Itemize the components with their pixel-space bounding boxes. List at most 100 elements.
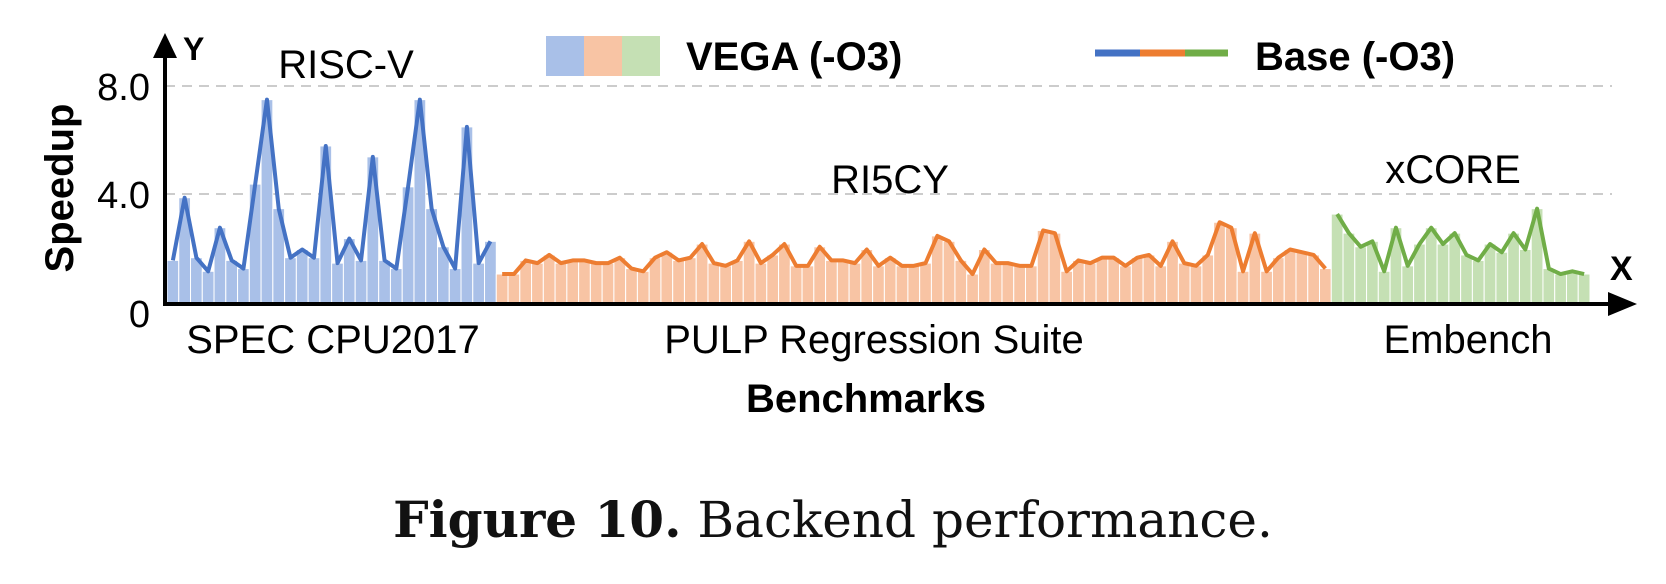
- y-axis-label: Speedup: [38, 104, 82, 273]
- bar-pulp-20: [731, 259, 744, 305]
- bar-pulp-18: [707, 262, 721, 305]
- bar-embench-21: [1577, 273, 1591, 305]
- x-axis-arrow: [1608, 292, 1637, 316]
- bar-pulp-1: [507, 273, 521, 305]
- bar-spec-18: [378, 259, 391, 305]
- bar-pulp-65: [1260, 270, 1273, 305]
- bar-embench-9: [1436, 243, 1450, 305]
- bar-pulp-52: [1107, 257, 1121, 305]
- bar-spec-14: [331, 262, 344, 305]
- lines-layer: [170, 97, 1585, 277]
- bar-spec-12: [307, 257, 321, 305]
- bar-pulp-53: [1119, 265, 1132, 305]
- bar-pulp-50: [1083, 262, 1097, 305]
- legend: VEGA (-O3) Base (-O3): [546, 35, 1455, 79]
- legend-line-label: Base (-O3): [1255, 35, 1455, 79]
- bar-pulp-4: [542, 254, 556, 305]
- line-spec: [170, 97, 493, 274]
- suite-label-embench: Embench: [1384, 318, 1553, 362]
- y-axis-arrow: [153, 33, 177, 58]
- bar-pulp-25: [789, 265, 803, 305]
- bar-embench-20: [1565, 270, 1579, 305]
- bar-pulp-33: [883, 257, 897, 305]
- bar-pulp-29: [836, 259, 850, 305]
- bar-pulp-51: [1095, 257, 1109, 305]
- y-tick-0: 0: [129, 294, 150, 336]
- bar-pulp-8: [589, 262, 603, 305]
- bar-pulp-19: [719, 265, 732, 305]
- bar-embench-16: [1518, 249, 1532, 305]
- bars-layer: [166, 99, 1591, 305]
- line-embench: [1335, 206, 1585, 277]
- bar-pulp-55: [1142, 254, 1156, 305]
- legend-swatch-spec: [546, 36, 584, 76]
- bar-pulp-3: [531, 262, 544, 305]
- bar-embench-12: [1471, 259, 1485, 305]
- target-label-riscv: RISC-V: [278, 43, 414, 87]
- bar-pulp-45: [1025, 265, 1038, 305]
- bar-embench-4: [1377, 270, 1391, 305]
- speedup-chart: VEGA (-O3) Base (-O3) Y X 8.0 4.0 0 Spee…: [38, 31, 1637, 421]
- bar-embench-15: [1507, 232, 1520, 305]
- bar-pulp-58: [1177, 262, 1191, 305]
- bar-pulp-42: [989, 262, 1003, 305]
- bar-embench-11: [1460, 254, 1473, 305]
- bar-spec-0: [166, 259, 180, 305]
- suite-label-pulp: PULP Regression Suite: [664, 318, 1084, 362]
- bar-embench-6: [1401, 265, 1415, 305]
- bar-pulp-7: [578, 259, 591, 305]
- bar-embench-14: [1495, 251, 1509, 305]
- bar-pulp-15: [672, 259, 685, 305]
- bar-pulp-26: [801, 265, 815, 305]
- bar-pulp-40: [966, 273, 979, 305]
- bar-pulp-22: [754, 262, 768, 305]
- bar-pulp-34: [895, 265, 909, 305]
- bar-pulp-43: [1001, 262, 1015, 305]
- bar-pulp-30: [848, 262, 862, 305]
- bar-pulp-36: [919, 262, 932, 305]
- caption-text: Backend performance.: [681, 491, 1273, 549]
- legend-swatch-emb: [622, 36, 660, 76]
- x-axis-letter: X: [1610, 250, 1633, 288]
- bar-pulp-12: [636, 270, 650, 305]
- bar-pulp-0: [495, 273, 509, 305]
- bar-pulp-9: [601, 262, 615, 305]
- bar-pulp-23: [766, 254, 780, 305]
- bar-embench-1: [1342, 232, 1356, 305]
- bar-spec-26: [472, 262, 486, 305]
- bar-spec-10: [284, 257, 297, 305]
- bar-pulp-48: [1060, 270, 1074, 305]
- bar-spec-5: [225, 259, 239, 305]
- bar-spec-24: [448, 268, 462, 305]
- bar-pulp-16: [683, 257, 697, 305]
- bar-pulp-10: [613, 257, 627, 305]
- bar-pulp-68: [1295, 251, 1309, 305]
- y-axis-letter: Y: [183, 31, 204, 67]
- y-tick-8: 8.0: [97, 67, 150, 109]
- bar-spec-3: [201, 270, 215, 305]
- bar-embench-0: [1330, 213, 1344, 305]
- bar-embench-18: [1542, 268, 1556, 305]
- bar-embench-2: [1354, 246, 1368, 305]
- y-tick-4: 4.0: [97, 175, 150, 217]
- bar-pulp-28: [825, 259, 838, 305]
- bar-pulp-11: [625, 268, 638, 305]
- target-label-xcore: xCORE: [1385, 148, 1521, 192]
- bar-pulp-59: [1189, 265, 1203, 305]
- suite-label-spec: SPEC CPU2017: [186, 318, 479, 362]
- bar-embench-19: [1554, 273, 1567, 305]
- bar-pulp-63: [1236, 270, 1250, 305]
- bar-pulp-44: [1013, 265, 1026, 305]
- bar-pulp-14: [660, 251, 674, 305]
- bar-pulp-60: [1201, 254, 1215, 305]
- legend-swatch-pulp: [584, 36, 622, 76]
- bar-pulp-70: [1319, 268, 1332, 305]
- target-label-ri5cy: RI5CY: [831, 158, 949, 202]
- bar-pulp-32: [872, 265, 885, 305]
- bar-embench-8: [1424, 227, 1438, 305]
- bar-pulp-35: [907, 265, 921, 305]
- bar-spec-11: [295, 249, 309, 305]
- bar-spec-19: [389, 268, 403, 305]
- x-axis-label: Benchmarks: [746, 377, 986, 421]
- line-pulp: [502, 220, 1327, 277]
